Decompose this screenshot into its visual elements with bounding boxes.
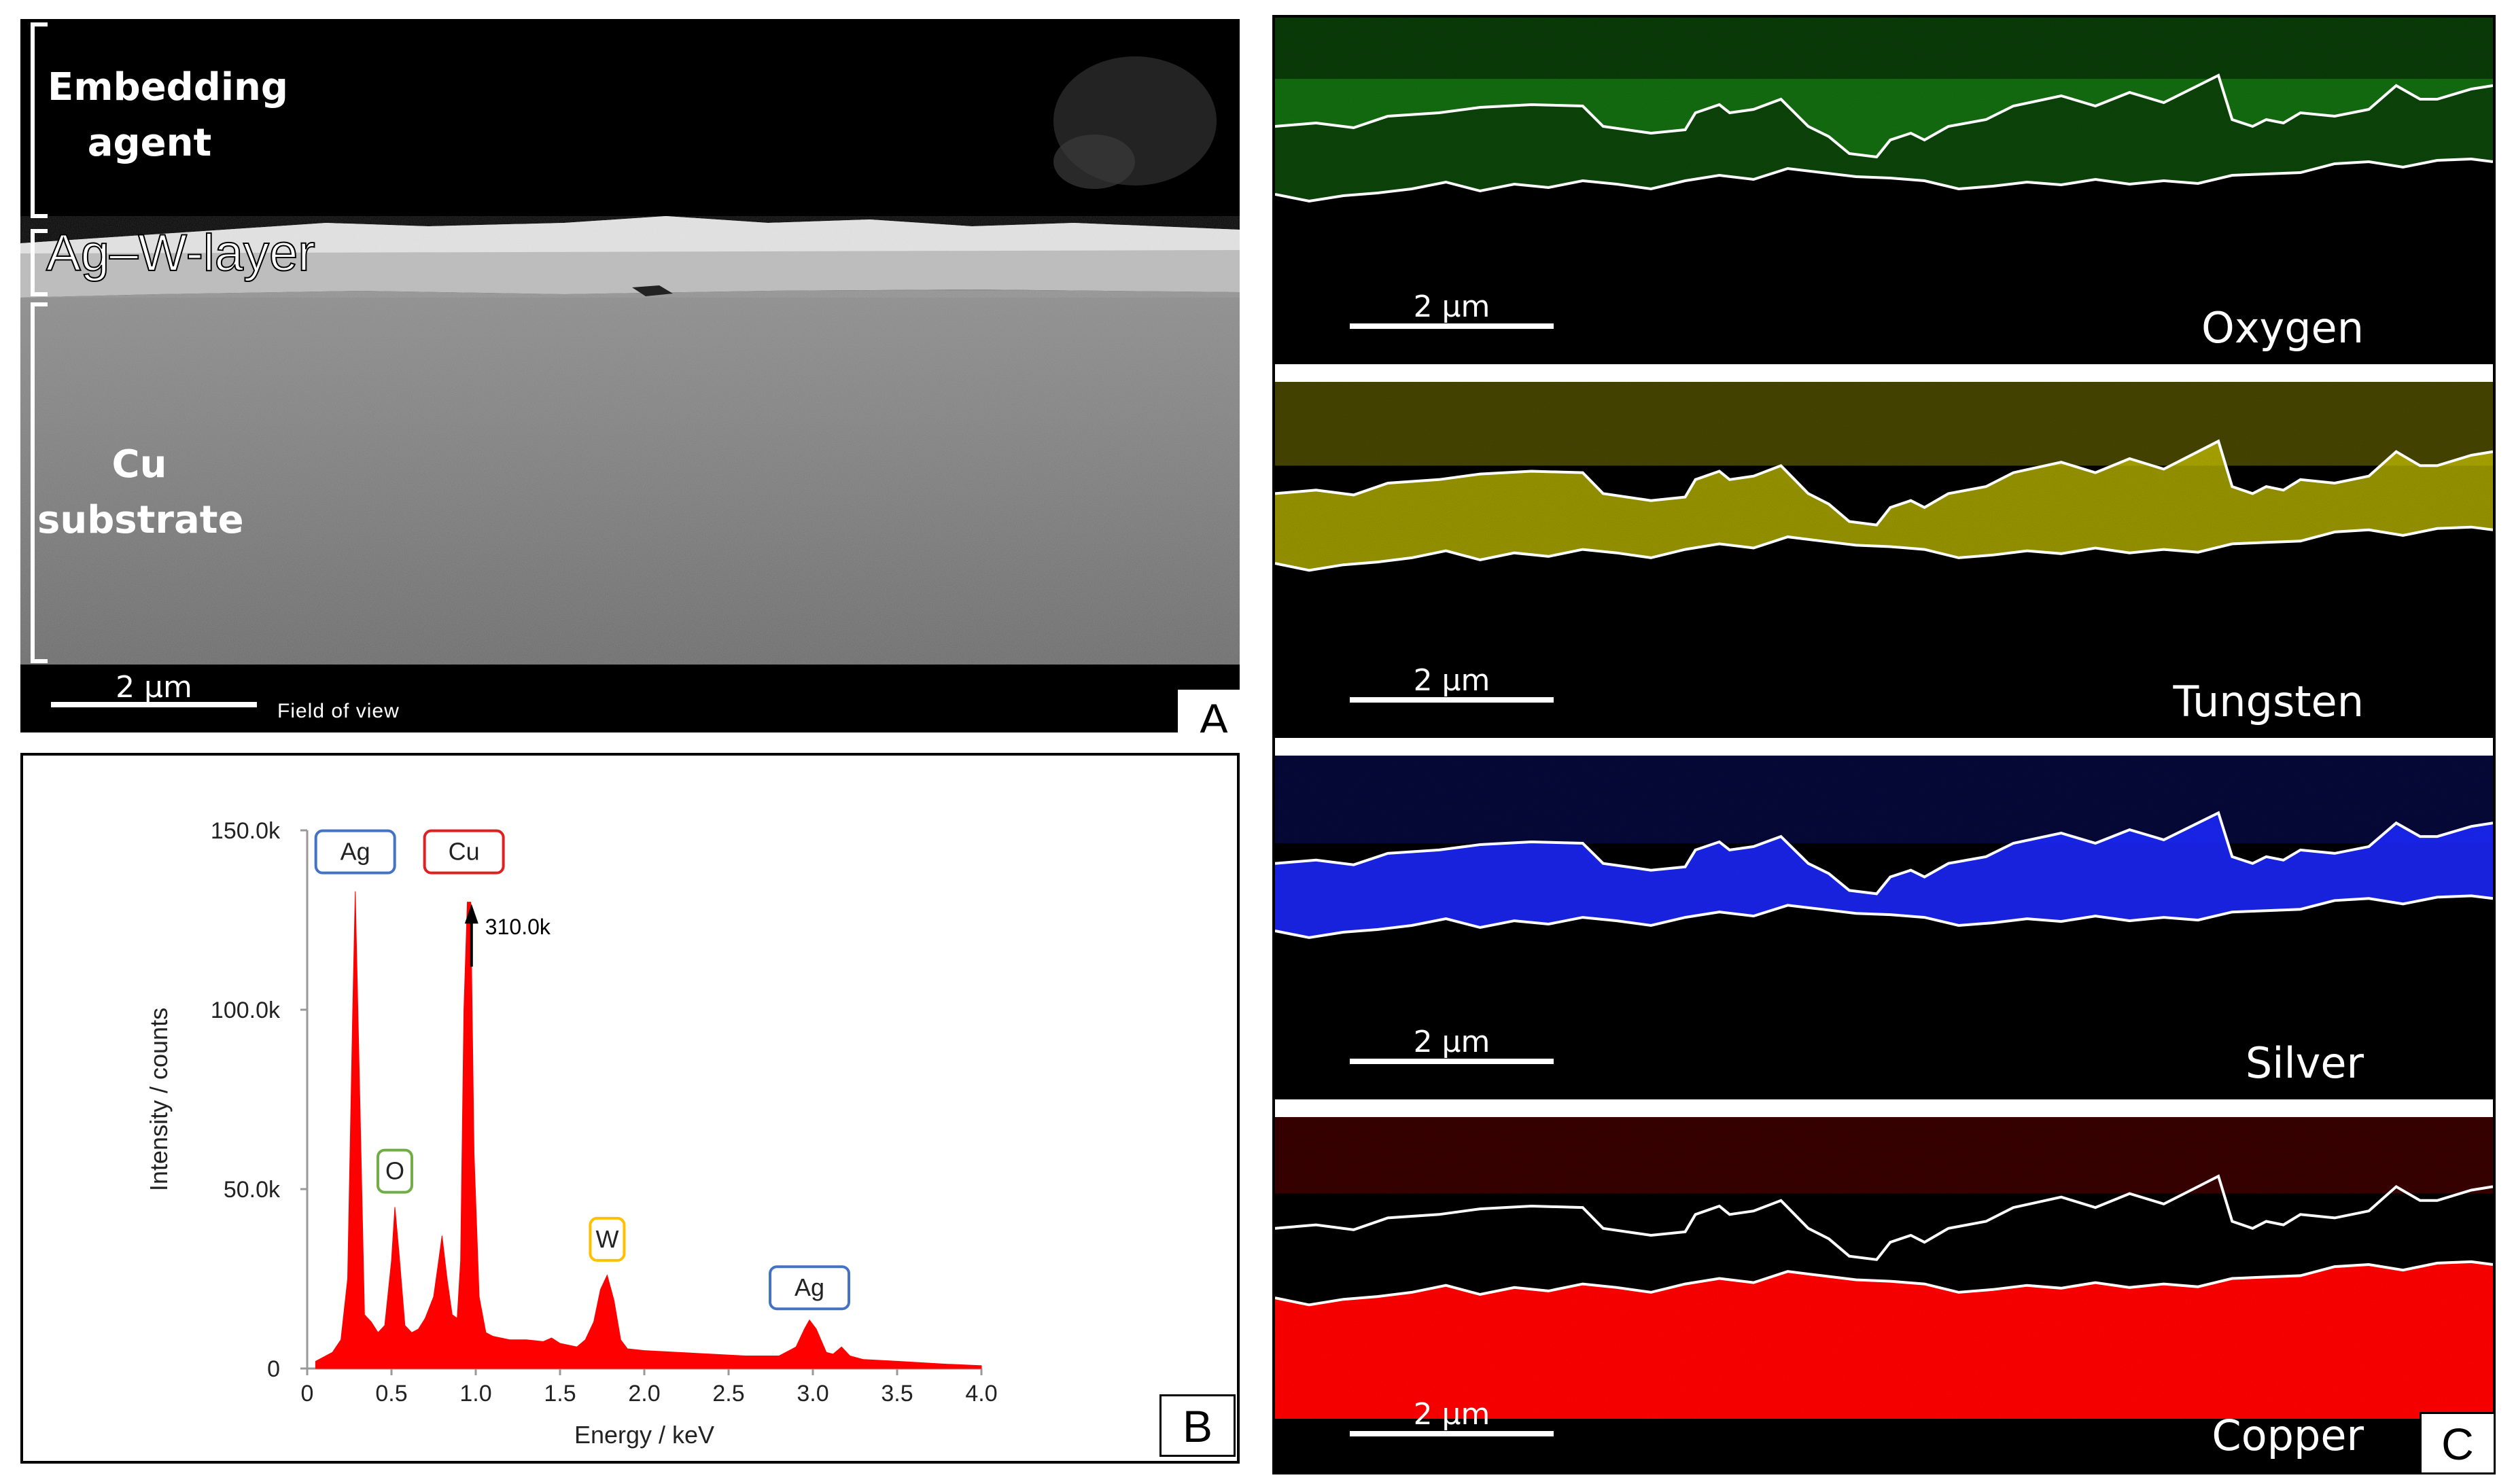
x-tick-label: 1.5	[544, 1381, 576, 1407]
peak-label-box	[376, 1148, 413, 1194]
x-tick-label: 2.5	[712, 1381, 744, 1407]
element-name-label: Tungsten	[2173, 677, 2364, 726]
y-axis-title: Intensity / counts	[145, 1008, 173, 1191]
embedding-label-line2: agent	[87, 121, 212, 165]
substrate-label-line2: substrate	[37, 498, 244, 542]
field-of-view-label: Field of view	[277, 700, 400, 722]
map-separator	[1275, 364, 2493, 382]
map-scale-bar-label: 2 µm	[1413, 289, 1490, 324]
x-tick-label: 4.0	[965, 1381, 997, 1407]
upper-boundary-line	[1275, 73, 2493, 159]
map-caption-strip	[1275, 1046, 2493, 1099]
map-scale-bar-label: 2 µm	[1413, 1397, 1490, 1432]
x-tick-label: 3.5	[881, 1381, 913, 1407]
ag-w-layer-label: Ag–W-layer	[46, 224, 316, 282]
scale-bar-label: 2 µm	[116, 670, 192, 705]
map-scale-bar-label: 2 µm	[1413, 663, 1490, 698]
lower-boundary-line	[1275, 525, 2493, 572]
edx-spectrum-panel: 0 0.5 1.0 1.5 2.0 2.5 3.0 3.5 4.0 0 50.0k 100.0k 150…	[20, 753, 1240, 1464]
map-caption-strip	[1275, 1419, 2493, 1472]
embedding-agent-label: Embedding agent	[48, 60, 288, 171]
element-map-image	[1275, 756, 2493, 1099]
upper-boundary-line	[1275, 1174, 2493, 1261]
upper-boundary-line	[1275, 811, 2493, 896]
region-brackets	[31, 22, 48, 663]
x-tick-label: 0	[301, 1381, 314, 1407]
x-tick-label: 2.0	[628, 1381, 660, 1407]
element-maps-panel: 2 µm Oxygen 2 µm Tungsten 2 µm Silver 2 µm Copp…	[1272, 15, 2496, 1474]
peak-label: O	[385, 1157, 404, 1185]
peak-label-box	[314, 829, 396, 874]
y-tick-label: 150.0k	[211, 818, 281, 844]
peak-label-box	[769, 1265, 851, 1311]
map-separator	[1275, 1099, 2493, 1117]
panel-letter-b: B	[1159, 1394, 1236, 1457]
spectrum-area-series-0	[315, 891, 982, 1369]
element-map-oxygen: 2 µm Oxygen	[1275, 18, 2493, 364]
map-scale-bar	[1350, 1431, 1554, 1436]
y-tick-label: 100.0k	[211, 997, 281, 1023]
element-map-copper: 2 µm Copper	[1275, 1117, 2493, 1472]
substrate-label-line1: Cu	[111, 442, 167, 487]
embedding-bracket	[31, 22, 48, 218]
substrate-bracket	[31, 302, 48, 663]
panel-letter-c: C	[2420, 1412, 2496, 1474]
lower-boundary-line	[1275, 894, 2493, 939]
lower-boundary-line	[1275, 1260, 2493, 1307]
x-tick-label: 0.5	[375, 1381, 407, 1407]
peak-label: Ag	[795, 1273, 824, 1301]
map-caption-strip	[1275, 685, 2493, 738]
lower-boundary-line	[1275, 157, 2493, 203]
embedding-label-line1: Embedding	[48, 65, 288, 109]
element-map-silver: 2 µm Silver	[1275, 756, 2493, 1099]
map-caption-strip	[1275, 311, 2493, 364]
peak-label-box	[423, 829, 505, 874]
element-name-label: Silver	[2245, 1038, 2364, 1088]
element-map-image	[1275, 1117, 2493, 1472]
sem-micrograph	[20, 19, 1240, 665]
x-tick-label: 1.0	[459, 1381, 491, 1407]
scale-bar	[51, 702, 257, 707]
peak-label-box	[589, 1216, 626, 1262]
peak-label: W	[595, 1225, 618, 1253]
map-scale-bar	[1350, 697, 1554, 703]
chart-annotations: Ag Cu O W Ag 310.0k	[314, 829, 851, 1311]
y-tick-label: 0	[267, 1356, 280, 1382]
panel-letter-a: A	[1176, 688, 1240, 732]
x-axis-title: Energy / keV	[574, 1421, 714, 1449]
edx-spectrum-chart: 0 0.5 1.0 1.5 2.0 2.5 3.0 3.5 4.0 0 50.0k 100.0k 150…	[145, 818, 998, 1449]
map-scale-bar-label: 2 µm	[1413, 1025, 1490, 1059]
element-map-image	[1275, 18, 2493, 364]
sem-panel: Embedding agent Ag–W-layer Cu substrate …	[20, 19, 1240, 732]
element-name-label: Oxygen	[2201, 303, 2364, 353]
offscale-value-label: 310.0k	[485, 915, 551, 939]
peak-label: Cu	[449, 838, 480, 866]
map-separator	[1275, 738, 2493, 756]
map-scale-bar	[1350, 323, 1554, 329]
element-name-label: Copper	[2212, 1411, 2364, 1460]
element-map-image	[1275, 382, 2493, 738]
upper-boundary-line	[1275, 439, 2493, 527]
offscale-arrow-head	[464, 904, 478, 924]
map-scale-bar	[1350, 1059, 1554, 1064]
chart-series	[315, 891, 982, 1369]
cu-substrate-label: Cu substrate	[37, 437, 244, 548]
element-map-tungsten: 2 µm Tungsten	[1275, 382, 2493, 738]
x-tick-label: 3.0	[797, 1381, 828, 1407]
peak-label: Ag	[341, 838, 370, 866]
layer-bracket	[31, 229, 48, 296]
y-tick-label: 50.0k	[224, 1177, 281, 1203]
